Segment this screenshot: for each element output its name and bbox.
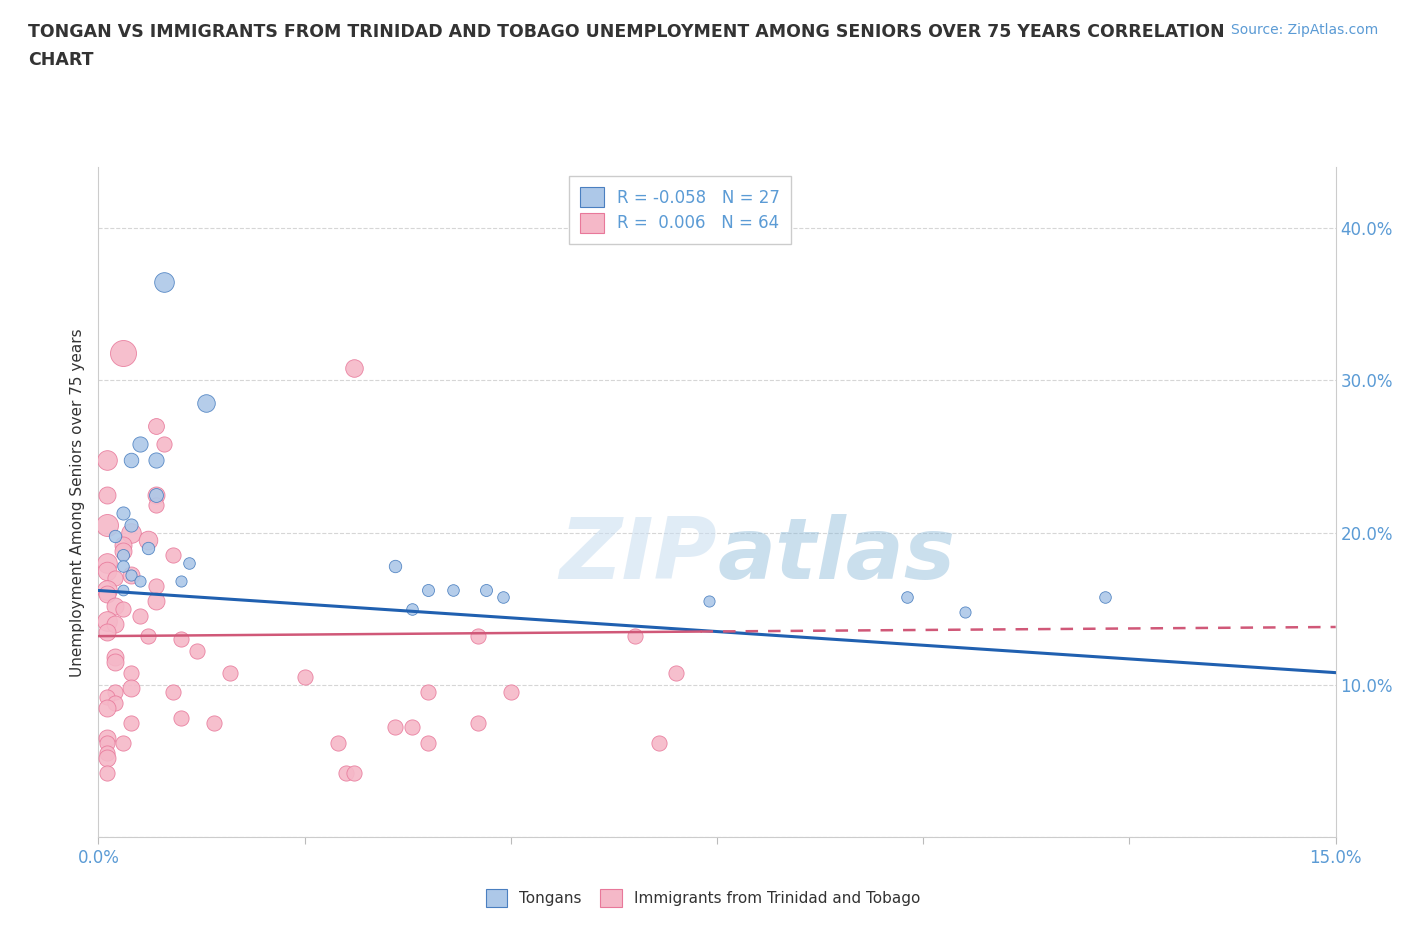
Point [499, 685, 522, 700]
Point [170, 574, 193, 589]
Point [96, 452, 118, 467]
Point [648, 736, 671, 751]
Point [384, 559, 406, 574]
Point [145, 487, 167, 502]
Point [128, 437, 150, 452]
Point [170, 711, 193, 725]
Text: ZIP: ZIP [560, 514, 717, 597]
Point [112, 559, 135, 574]
Text: CHART: CHART [28, 51, 94, 69]
Point [441, 583, 464, 598]
Point [96, 555, 118, 570]
Point [179, 555, 201, 570]
Point [96, 624, 118, 639]
Text: Source: ZipAtlas.com: Source: ZipAtlas.com [1230, 23, 1378, 37]
Point [120, 681, 142, 696]
Point [112, 505, 135, 520]
Point [104, 617, 127, 631]
Point [491, 589, 513, 604]
Point [170, 631, 193, 646]
Point [104, 571, 127, 586]
Point [896, 589, 918, 604]
Point [384, 720, 406, 735]
Point [120, 525, 142, 540]
Legend: R = -0.058   N = 27, R =  0.006   N = 64: R = -0.058 N = 27, R = 0.006 N = 64 [568, 176, 792, 245]
Point [343, 765, 366, 780]
Y-axis label: Unemployment Among Seniors over 75 years: Unemployment Among Seniors over 75 years [70, 328, 86, 676]
Point [475, 583, 498, 598]
Point [112, 346, 135, 361]
Point [326, 736, 349, 751]
Point [96, 731, 118, 746]
Point [112, 736, 135, 751]
Point [202, 715, 225, 730]
Point [120, 518, 142, 533]
Point [120, 568, 142, 583]
Text: TONGAN VS IMMIGRANTS FROM TRINIDAD AND TOBAGO UNEMPLOYMENT AMONG SENIORS OVER 75: TONGAN VS IMMIGRANTS FROM TRINIDAD AND T… [28, 23, 1225, 41]
Point [665, 665, 688, 680]
Point [1094, 589, 1116, 604]
Point [128, 609, 150, 624]
Point [112, 602, 135, 617]
Point [96, 689, 118, 704]
Point [96, 564, 118, 578]
Point [335, 765, 357, 780]
Point [467, 629, 489, 644]
Point [343, 361, 366, 376]
Point [96, 700, 118, 715]
Point [186, 644, 208, 658]
Point [136, 533, 159, 548]
Point [145, 578, 167, 593]
Point [219, 665, 242, 680]
Point [153, 437, 176, 452]
Point [96, 751, 118, 765]
Point [104, 696, 127, 711]
Point [120, 715, 142, 730]
Point [145, 487, 167, 502]
Point [162, 548, 184, 563]
Point [104, 528, 127, 543]
Point [194, 396, 217, 411]
Point [112, 543, 135, 558]
Point [418, 736, 440, 751]
Point [623, 629, 645, 644]
Point [96, 614, 118, 629]
Point [136, 540, 159, 555]
Point [153, 274, 176, 289]
Point [136, 629, 159, 644]
Point [104, 655, 127, 670]
Point [120, 665, 142, 680]
Point [112, 538, 135, 552]
Point [401, 602, 423, 617]
Point [96, 487, 118, 502]
Point [697, 593, 720, 608]
Point [401, 720, 423, 735]
Text: atlas: atlas [717, 514, 955, 597]
Point [96, 746, 118, 761]
Point [96, 583, 118, 598]
Point [294, 670, 316, 684]
Point [96, 518, 118, 533]
Point [145, 498, 167, 512]
Point [128, 574, 150, 589]
Point [120, 452, 142, 467]
Point [112, 548, 135, 563]
Point [104, 598, 127, 613]
Point [145, 418, 167, 433]
Point [112, 583, 135, 598]
Point [96, 586, 118, 601]
Point [120, 568, 142, 583]
Point [418, 685, 440, 700]
Point [467, 715, 489, 730]
Point [104, 650, 127, 665]
Point [96, 765, 118, 780]
Legend: Tongans, Immigrants from Trinidad and Tobago: Tongans, Immigrants from Trinidad and To… [479, 884, 927, 913]
Point [145, 593, 167, 608]
Point [104, 685, 127, 700]
Point [953, 604, 976, 619]
Point [162, 685, 184, 700]
Point [145, 452, 167, 467]
Point [418, 583, 440, 598]
Point [96, 736, 118, 751]
